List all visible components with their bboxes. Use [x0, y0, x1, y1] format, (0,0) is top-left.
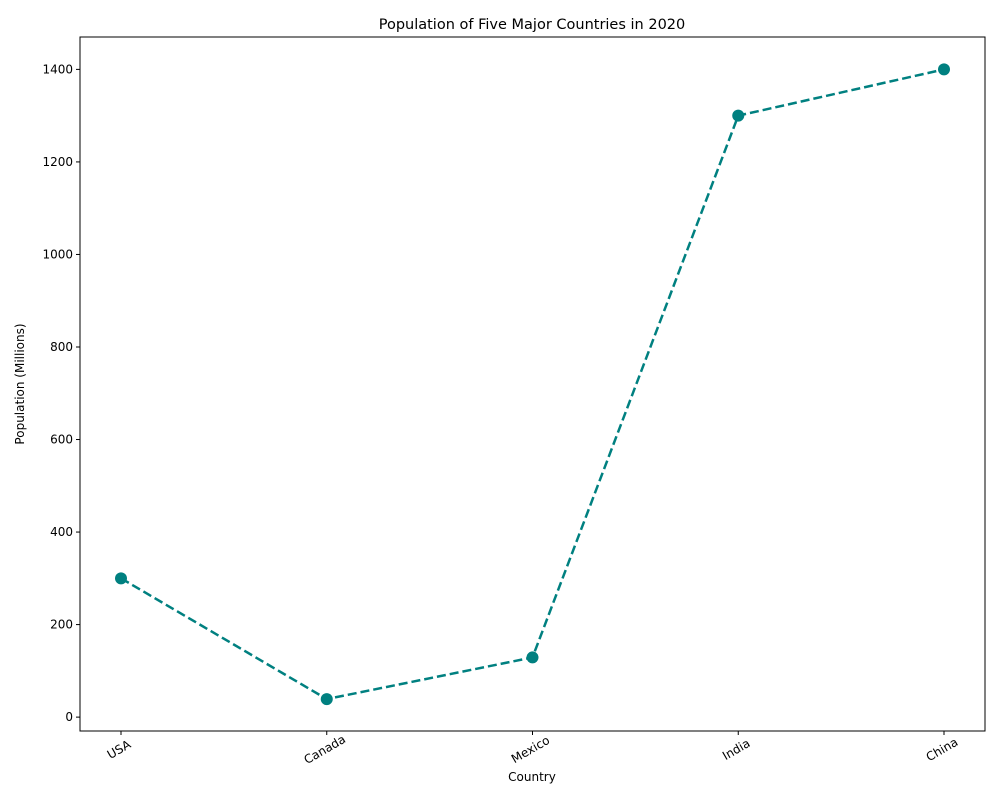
y-tick-label: 800 [50, 340, 73, 354]
y-tick-label: 1200 [42, 155, 73, 169]
x-tick-label: Canada [301, 732, 348, 767]
chart-title: Population of Five Major Countries in 20… [379, 17, 686, 33]
data-point-india [732, 109, 745, 122]
plot-area: 0 200 400 600 800 1000 1200 1400 USA Canada Mexico… [42, 36, 986, 767]
x-tick-label: Mexico [509, 733, 552, 766]
y-axis-label: Population (Millions) [13, 323, 27, 444]
x-tick-label: India [720, 736, 753, 763]
axes-frame [79, 36, 986, 732]
y-tick-label: 1400 [42, 62, 73, 76]
y-tick-label: 1000 [42, 247, 73, 261]
x-tick-label: China [924, 735, 961, 764]
data-point-china [938, 63, 950, 76]
series-line [120, 68, 945, 701]
y-tick-label: 0 [65, 710, 73, 724]
data-point-canada [320, 693, 333, 706]
x-tick-label: USA [105, 737, 134, 762]
y-tick-label: 400 [50, 525, 73, 539]
y-tick-label: 200 [50, 618, 73, 632]
data-point-usa [115, 572, 127, 585]
y-tick-label: 600 [50, 433, 73, 447]
data-point-mexico [526, 651, 539, 664]
x-axis-label: Country [508, 770, 556, 784]
